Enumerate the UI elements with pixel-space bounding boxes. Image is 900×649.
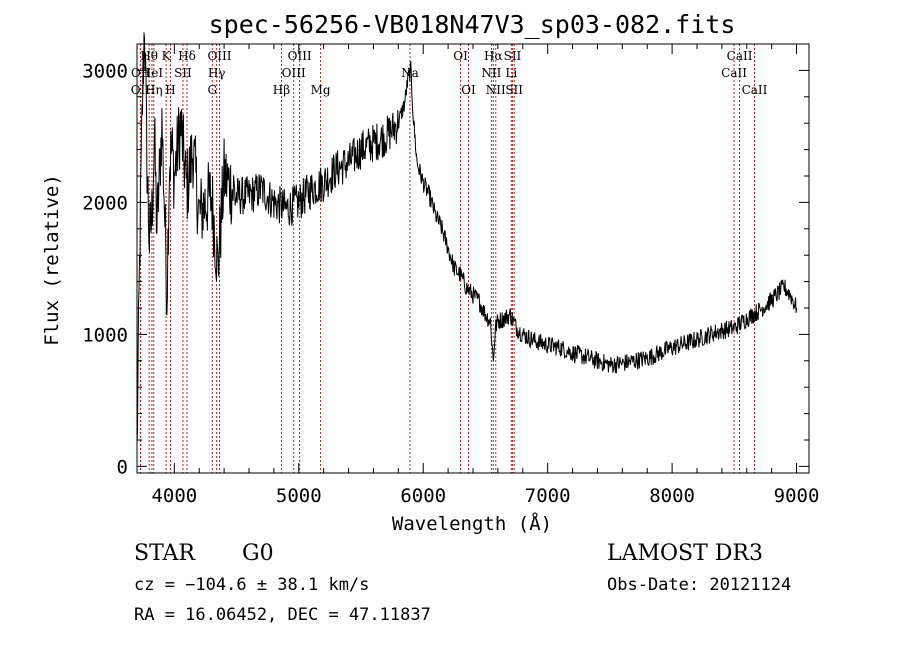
chart-title: spec-56256-VB018N47V3_sp03-082.fits: [209, 10, 736, 39]
line-label-20: NII: [481, 66, 501, 80]
x-axis-label: Wavelength (Å): [392, 512, 552, 535]
survey-name: LAMOST DR3: [607, 541, 763, 566]
line-label-22: SII: [504, 49, 522, 63]
line-label-18: OI: [461, 83, 476, 97]
line-label-9: OIII: [207, 49, 231, 63]
line-label-11: G: [207, 83, 217, 97]
line-label-23: Li: [505, 66, 517, 80]
x-tick-label-2: 6000: [400, 485, 446, 507]
obs-date: Obs-Date: 20121124: [607, 575, 791, 595]
line-label-3: HeI: [141, 66, 164, 80]
x-tick-label-1: 5000: [276, 485, 322, 507]
y-axis-label: Flux (relative): [41, 174, 63, 346]
line-label-12: Hβ: [273, 83, 290, 97]
line-label-26: CaII: [727, 49, 753, 63]
y-tick-label-2: 2000: [82, 192, 128, 214]
line-label-0: OII: [131, 83, 151, 97]
y-tick-label-3: 3000: [82, 60, 128, 82]
line-label-15: Mg: [311, 83, 331, 97]
line-label-6: SII: [174, 66, 192, 80]
object-class: STAR: [134, 541, 196, 566]
coordinates: RA = 16.06452, DEC = 47.11837: [134, 605, 431, 625]
x-axis-ticks: 4000 5000 6000 7000 8000 9000: [151, 44, 819, 507]
line-label-17: OI: [453, 49, 468, 63]
line-label-8: Hδ: [178, 49, 196, 63]
line-label-21: NII: [486, 83, 506, 97]
object-subclass: G0: [242, 541, 274, 566]
line-label-10: Hγ: [208, 66, 226, 80]
y-tick-label-0: 0: [117, 456, 128, 478]
spectral-line-markers: [139, 44, 755, 473]
line-label-27: CaII: [742, 83, 768, 97]
line-label-19: Hα: [484, 49, 503, 63]
x-tick-label-5: 9000: [774, 485, 820, 507]
x-tick-label-4: 8000: [649, 485, 695, 507]
x-tick-label-3: 7000: [525, 485, 571, 507]
line-label-5: K: [162, 49, 172, 63]
line-label-13: OIII: [282, 66, 306, 80]
line-label-25: CaII: [721, 66, 747, 80]
flux-series-line: [136, 32, 798, 441]
y-tick-label-1: 1000: [82, 324, 128, 346]
plot-frame: [136, 43, 810, 474]
line-label-14: OIII: [288, 49, 312, 63]
line-label-4: Hη: [145, 83, 163, 97]
redshift-info: cz = −104.6 ± 38.1 km/s: [134, 575, 369, 595]
y-axis-ticks: 0 1000 2000 3000: [82, 43, 809, 478]
line-label-7: H: [165, 83, 175, 97]
x-tick-label-0: 4000: [151, 485, 197, 507]
line-label-24: SII: [505, 83, 523, 97]
